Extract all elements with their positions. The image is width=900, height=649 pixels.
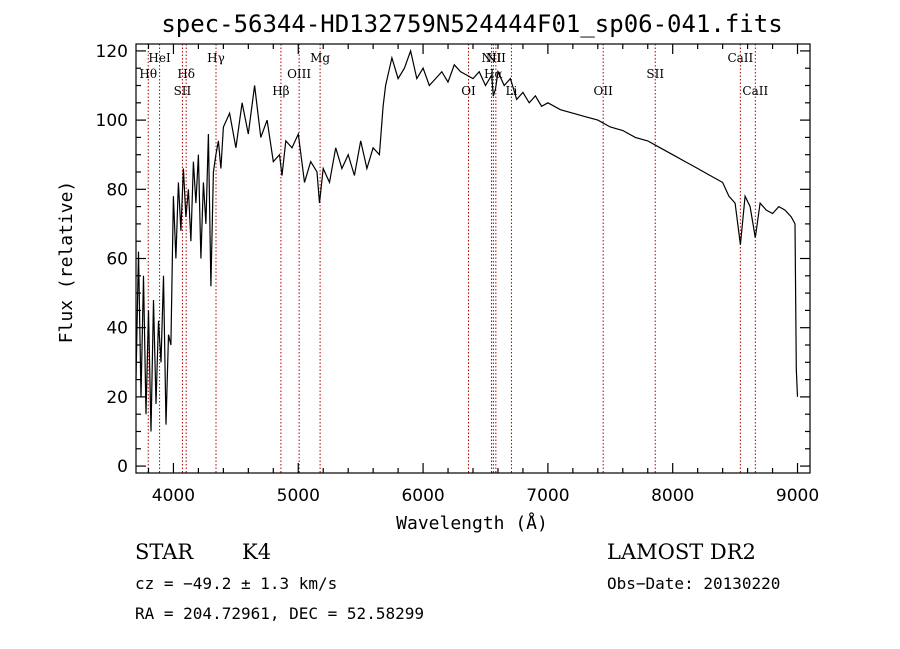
spectral-line-label: CaII: [742, 84, 768, 98]
x-tick-label: 7000: [526, 486, 569, 506]
spectral-line-label: OI: [461, 84, 476, 98]
plot-frame: [135, 43, 811, 474]
x-tick-label: 4000: [152, 486, 195, 506]
observation-date: Obs−Date: 20130220: [607, 574, 780, 593]
axis-ticks: 4000 5000 6000 7000 8000 9000 0 20 40 60 80 100 120: [96, 42, 820, 506]
spectral-line-label: SII: [646, 67, 664, 81]
y-tick-label: 20: [106, 388, 128, 408]
x-axis-label: Wavelength (Å): [396, 512, 548, 534]
spectral-line-label: Hθ: [139, 67, 157, 81]
spectral-line-label: CaII: [727, 51, 753, 65]
y-tick-label: 100: [96, 111, 128, 131]
spectral-line-markers: Hθ HeI SII Hδ Hγ Hβ OIII Mg OI NII Hα NII Li OII SII Ca…: [139, 44, 768, 473]
object-subclass: K4: [242, 540, 271, 564]
spectral-line-label: NII: [481, 51, 501, 65]
spectral-line-label: HeI: [148, 51, 171, 65]
y-tick-label: 80: [106, 180, 128, 200]
redshift-cz: cz = −49.2 ± 1.3 km/s: [135, 574, 337, 593]
x-tick-label: 6000: [401, 486, 444, 506]
y-tick-label: 120: [96, 42, 128, 62]
x-tick-label: 5000: [277, 486, 320, 506]
spectral-line-label: Hβ: [272, 84, 289, 98]
spectrum-line: [135, 48, 799, 432]
chart-title: spec-56344-HD132759N524444F01_sp06-041.f…: [161, 10, 782, 38]
spectral-line-label: Li: [506, 84, 518, 98]
spectral-line-label: SII: [174, 84, 192, 98]
spectral-line-label: Mg: [310, 51, 330, 65]
coordinates: RA = 204.72961, DEC = 52.58299: [135, 604, 424, 623]
y-tick-label: 60: [106, 250, 128, 270]
y-tick-label: 0: [117, 457, 128, 477]
spectral-line-label: Hγ: [207, 51, 225, 65]
spectral-line-label: NII: [486, 51, 506, 65]
object-type: STAR: [135, 540, 194, 564]
y-tick-label: 40: [106, 319, 128, 339]
spectral-line-label: OII: [594, 84, 614, 98]
x-tick-label: 9000: [776, 486, 819, 506]
spectral-line-label: Hδ: [177, 67, 195, 81]
y-axis-label: Flux (relative): [56, 181, 77, 344]
spectral-line-label: OIII: [287, 67, 311, 81]
survey-name: LAMOST DR2: [607, 540, 756, 564]
x-tick-label: 8000: [651, 486, 694, 506]
spectral-line-label: Hα: [484, 67, 503, 81]
